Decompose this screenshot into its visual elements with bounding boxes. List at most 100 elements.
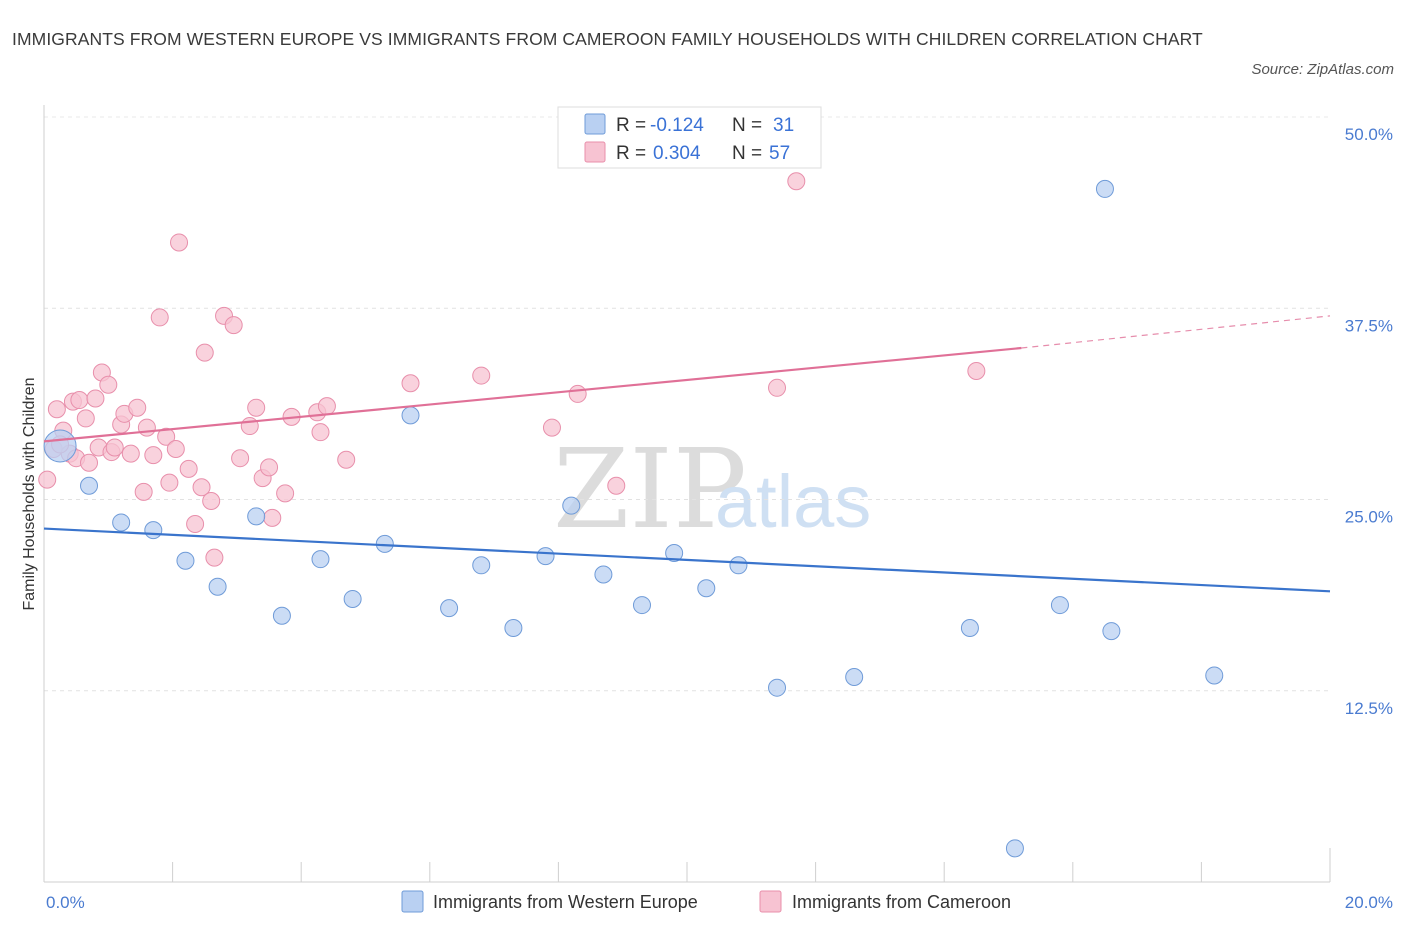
data-point-western-europe: [665, 544, 684, 563]
bottom-legend-swatch-blue: [401, 890, 424, 913]
data-point-western-europe: [43, 429, 77, 463]
data-point-cameroon: [195, 343, 214, 362]
data-point-cameroon: [128, 398, 147, 417]
data-point-cameroon: [472, 366, 491, 385]
data-point-western-europe: [472, 556, 491, 575]
data-point-western-europe: [144, 521, 163, 540]
data-point-cameroon: [542, 418, 561, 437]
data-point-western-europe: [1095, 179, 1114, 198]
data-point-cameroon: [260, 458, 279, 477]
data-point-cameroon: [105, 438, 124, 457]
data-point-cameroon: [317, 397, 336, 416]
data-point-cameroon: [38, 470, 57, 489]
data-point-western-europe: [1102, 622, 1121, 641]
data-point-cameroon: [607, 476, 626, 495]
data-point-cameroon: [134, 482, 153, 501]
data-point-cameroon: [568, 384, 587, 403]
data-point-cameroon: [144, 446, 163, 465]
data-point-western-europe: [1005, 839, 1024, 858]
data-point-cameroon: [70, 391, 89, 410]
data-point-western-europe: [343, 589, 362, 608]
data-point-cameroon: [205, 548, 224, 567]
data-point-cameroon: [276, 484, 295, 503]
legend-swatch-blue: [584, 113, 606, 135]
data-point-western-europe: [729, 556, 748, 575]
y-axis-label: Family Households with Children: [21, 378, 38, 611]
x-tick-labels: 0.0% 20.0%: [46, 893, 1393, 912]
data-point-cameroon: [224, 316, 243, 335]
legend-swatch-pink: [584, 141, 606, 163]
data-point-cameroon: [80, 453, 99, 472]
y-tick-labels: 12.5% 25.0% 37.5% 50.0%: [1345, 125, 1393, 718]
data-point-western-europe: [247, 507, 266, 526]
data-point-cameroon: [263, 508, 282, 527]
data-point-western-europe: [311, 550, 330, 569]
data-point-western-europe: [845, 667, 864, 686]
data-point-cameroon: [170, 233, 189, 252]
watermark-atlas: atlas: [715, 460, 871, 543]
chart-title: IMMIGRANTS FROM WESTERN EUROPE VS IMMIGR…: [12, 29, 1203, 49]
data-point-cameroon: [121, 444, 140, 463]
legend-n-label-2: N =: [732, 143, 762, 164]
data-point-western-europe: [768, 678, 787, 697]
data-point-western-europe: [440, 599, 459, 618]
y-tick-label: 12.5%: [1345, 699, 1393, 718]
trend-lines: [43, 315, 1331, 593]
data-point-cameroon: [231, 449, 250, 468]
legend-r-value-2: 0.304: [653, 143, 701, 164]
data-point-cameroon: [768, 378, 787, 397]
legend-r-label-1: R =: [616, 115, 646, 136]
data-point-cameroon: [150, 308, 169, 327]
data-point-cameroon: [157, 427, 176, 446]
data-point-cameroon: [99, 375, 118, 394]
trend-line-cameroon: [43, 346, 1022, 443]
bottom-legend-swatch-pink: [759, 890, 782, 913]
trend-line-western-europe: [43, 527, 1331, 593]
data-point-cameroon: [179, 459, 198, 478]
gridlines: [44, 116, 1330, 692]
data-point-cameroon: [247, 398, 266, 417]
data-point-cameroon: [160, 473, 179, 492]
watermark-zip: ZIP: [553, 425, 747, 553]
y-tick-label: 25.0%: [1345, 508, 1393, 527]
source-label: Source: ZipAtlas.com: [1251, 61, 1394, 78]
data-point-western-europe: [697, 579, 716, 598]
axes: [43, 105, 1331, 883]
y-tick-label: 50.0%: [1345, 125, 1393, 144]
data-point-western-europe: [1205, 666, 1224, 685]
data-point-cameroon: [186, 514, 205, 533]
data-point-cameroon: [967, 361, 986, 380]
legend-n-value-1: 31: [773, 115, 794, 136]
series-western-europe-points: [43, 108, 1224, 858]
bottom-legend-label-cameroon: Immigrants from Cameroon: [792, 892, 1011, 912]
data-point-western-europe: [272, 606, 291, 625]
trend-line-cameroon-extension: [1021, 315, 1331, 349]
series-legend: Immigrants from Western Europe Immigrant…: [401, 890, 1011, 913]
data-point-western-europe: [1050, 596, 1069, 615]
data-point-western-europe: [594, 565, 613, 584]
data-point-western-europe: [208, 577, 227, 596]
x-tick-label: 0.0%: [46, 893, 85, 912]
data-point-western-europe: [80, 476, 99, 495]
data-point-cameroon: [47, 400, 66, 419]
data-point-cameroon: [76, 409, 95, 428]
data-point-western-europe: [401, 406, 420, 425]
data-point-cameroon: [137, 418, 156, 437]
data-point-western-europe: [176, 551, 195, 570]
data-point-cameroon: [337, 450, 356, 469]
series-cameroon-points: [38, 172, 986, 567]
data-point-western-europe: [562, 496, 581, 515]
data-point-cameroon: [166, 440, 185, 459]
data-point-western-europe: [536, 547, 555, 566]
data-point-western-europe: [112, 513, 131, 532]
legend-r-value-1: -0.124: [650, 115, 704, 136]
data-point-western-europe: [504, 619, 523, 638]
data-point-cameroon: [787, 172, 806, 191]
correlation-legend: R = -0.124 N = 31 R = 0.304 N = 57: [557, 106, 822, 169]
bottom-legend-label-western-europe: Immigrants from Western Europe: [433, 892, 698, 912]
data-point-cameroon: [401, 374, 420, 393]
legend-n-label-1: N =: [732, 115, 762, 136]
data-point-cameroon: [311, 423, 330, 442]
data-point-cameroon: [86, 389, 105, 408]
data-point-western-europe: [632, 596, 651, 615]
